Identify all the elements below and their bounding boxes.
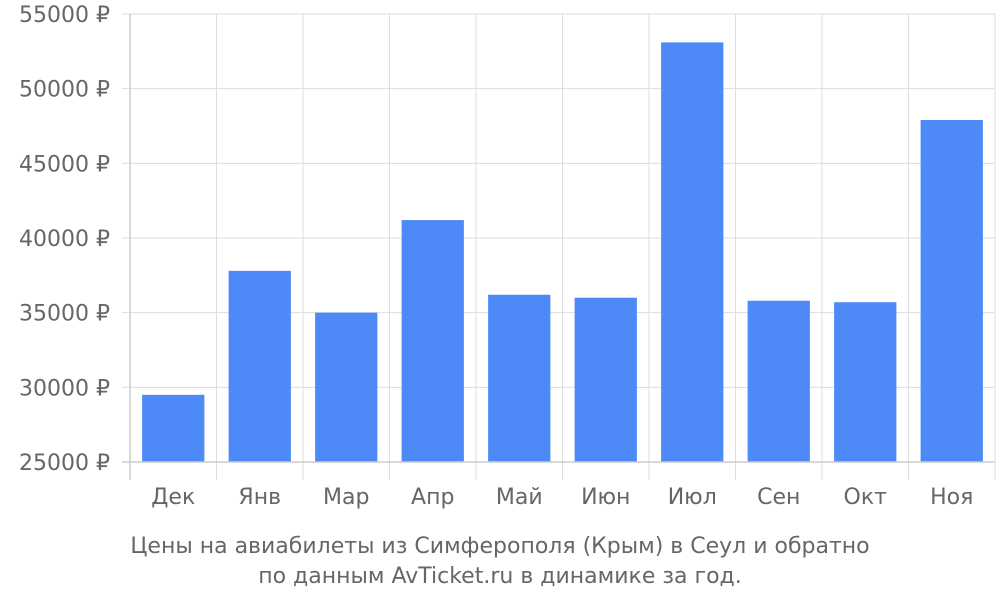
x-tick-label: Ноя (930, 485, 973, 510)
grid-lines (122, 13, 996, 480)
x-tick-label: Апр (411, 485, 454, 510)
bar-2 (228, 270, 291, 462)
y-tick-labels: 25000 ₽ 30000 ₽ 35000 ₽ 40000 ₽ 45000 ₽ 50000… (19, 3, 110, 476)
x-tick-label: Июл (668, 485, 717, 510)
y-tick-label: 30000 ₽ (19, 376, 110, 401)
y-tick-label: 45000 ₽ (19, 152, 110, 177)
bar-9 (834, 302, 897, 462)
chart-caption-line-2: по данным AvTicket.ru в динамике за год. (258, 564, 742, 589)
x-tick-label: Окт (844, 485, 888, 510)
x-tick-label: Сен (757, 485, 800, 510)
chart-caption-line-1: Цены на авиабилеты из Симферополя (Крым)… (130, 534, 870, 559)
x-tick-label: Дек (151, 485, 195, 510)
bar-6 (574, 297, 637, 462)
bar-5 (488, 294, 551, 462)
x-tick-labels: Дек Янв Мар Апр Май Июн Июл Сен Окт Ноя (151, 485, 973, 510)
x-tick-label: Июн (581, 485, 630, 510)
bar-1 (142, 394, 205, 462)
bar-8 (747, 300, 810, 462)
y-tick-label: 50000 ₽ (19, 78, 110, 103)
bar-4 (401, 220, 464, 462)
x-tick-label: Янв (238, 485, 281, 510)
bar-10 (920, 120, 983, 462)
x-tick-label: Май (496, 485, 543, 510)
bar-7 (661, 42, 724, 463)
bar-3 (315, 312, 378, 462)
price-bar-chart: 25000 ₽ 30000 ₽ 35000 ₽ 40000 ₽ 45000 ₽ 50000… (19, 3, 996, 510)
x-tick-label: Мар (323, 485, 369, 510)
y-tick-label: 40000 ₽ (19, 227, 110, 252)
bars (142, 42, 983, 463)
y-tick-label: 25000 ₽ (19, 451, 110, 476)
y-tick-label: 35000 ₽ (19, 302, 110, 327)
axes (122, 14, 995, 480)
y-tick-label: 55000 ₽ (19, 3, 110, 28)
